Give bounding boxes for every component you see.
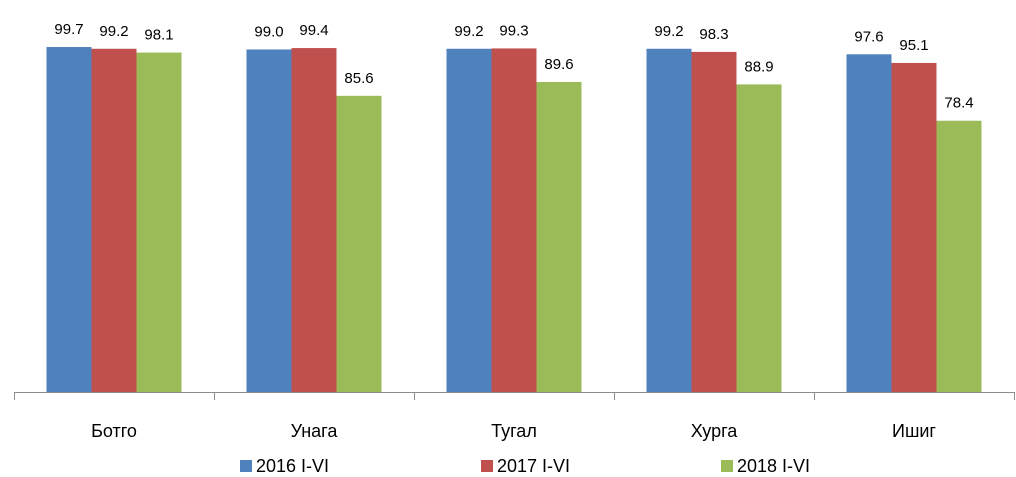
bar-3-5	[936, 120, 982, 393]
data-label: 88.9	[744, 58, 773, 75]
bar-2-2	[291, 48, 337, 393]
category-label: Тугал	[491, 421, 537, 441]
bar-1-1	[46, 47, 92, 393]
category-label: Ишиг	[892, 421, 936, 441]
bar-1-2	[246, 49, 292, 393]
legend-swatch	[721, 460, 733, 472]
legend: 2016 I-VI 2017 I-VI 2018 I-VI	[240, 456, 810, 476]
legend-label: 2016 I-VI	[256, 456, 329, 476]
legend-label: 2018 I-VI	[737, 456, 810, 476]
bar-3-2	[336, 95, 382, 392]
data-label: 97.6	[854, 28, 883, 45]
bar-3-4	[736, 84, 782, 392]
data-label: 99.4	[299, 22, 328, 39]
bars-group	[46, 47, 982, 393]
data-label: 99.3	[499, 22, 528, 39]
data-label: 95.1	[899, 37, 928, 54]
bar-2-1	[91, 48, 137, 392]
legend-label: 2017 I-VI	[497, 456, 570, 476]
category-label: Ботго	[91, 421, 137, 441]
data-label: 99.0	[254, 23, 283, 40]
data-label: 85.6	[344, 70, 373, 87]
category-axis: Ботго Унага Тугал Хурга Ишиг	[14, 392, 1015, 441]
data-label: 99.7	[54, 21, 83, 38]
bar-3-1	[136, 52, 182, 392]
bar-2-5	[891, 62, 937, 392]
data-label: 78.4	[944, 95, 973, 112]
data-label: 98.3	[699, 26, 728, 43]
bar-1-3	[446, 48, 492, 392]
data-labels-group: 99.7 99.2 98.1 99.0 99.4 85.6 99.2 99.3 89.6 99.2…	[54, 21, 973, 112]
bar-1-4	[646, 48, 692, 392]
category-label: Хурга	[691, 421, 739, 441]
bar-1-5	[846, 54, 892, 392]
data-label: 99.2	[654, 23, 683, 40]
data-label: 99.2	[99, 23, 128, 40]
bar-2-4	[691, 51, 737, 393]
data-label: 89.6	[544, 56, 573, 73]
legend-swatch	[481, 460, 493, 472]
legend-swatch	[240, 460, 252, 472]
data-label: 98.1	[144, 27, 173, 44]
bar-2-3	[491, 48, 537, 393]
data-label: 99.2	[454, 23, 483, 40]
bar-3-3	[536, 81, 582, 392]
category-label: Унага	[291, 421, 339, 441]
